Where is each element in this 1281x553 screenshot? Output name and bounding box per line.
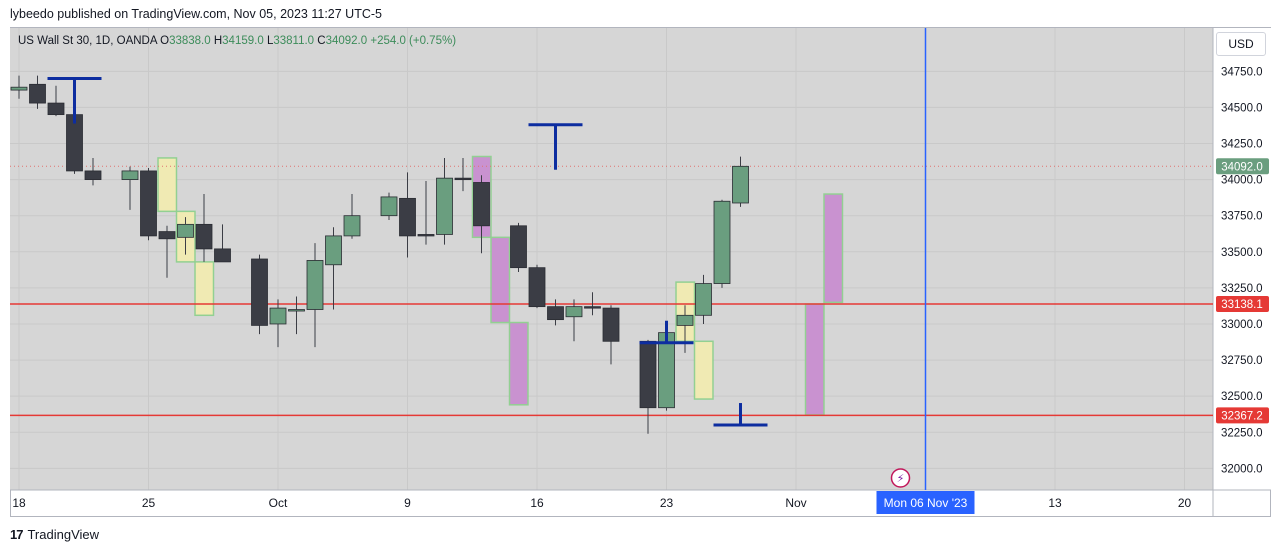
annotation-box-purple (804, 303, 825, 416)
symbol-name: US Wall St 30, 1D, OANDA (18, 35, 157, 47)
x-tick-label: 16 (530, 496, 544, 510)
candle-body (510, 225, 527, 269)
candle-body (639, 340, 657, 409)
annotation-box-yellow (194, 261, 215, 317)
annotation-box-purple (508, 321, 529, 406)
footer-brand: 17 TradingView (10, 527, 99, 542)
candle-body (602, 307, 620, 342)
candle-body (10, 86, 28, 91)
candle-body (177, 223, 194, 238)
annotation-box-purple (490, 236, 511, 324)
close-label: C (317, 35, 326, 47)
low-value: 33811.0 (273, 35, 315, 47)
candle-body (251, 258, 268, 326)
x-tick-label: Oct (269, 496, 288, 510)
high-label: H (213, 35, 223, 47)
price-tag: 32367.2 (1221, 410, 1263, 422)
annotation-box-yellow (693, 340, 714, 400)
lightning-icon: ⚡ (897, 472, 905, 485)
candle-body (47, 102, 65, 116)
y-tick-label: 34000.0 (1221, 175, 1263, 187)
y-tick-label: 32750.0 (1221, 355, 1263, 367)
candle-body (732, 165, 749, 204)
candle-body (584, 306, 601, 309)
price-tag-bg (1216, 407, 1269, 424)
open-label: O (160, 35, 170, 47)
currency-button[interactable]: USD (1216, 32, 1266, 56)
candle-body (528, 267, 546, 308)
annotation-box-purple (823, 193, 844, 304)
candle-body (121, 170, 139, 180)
plot-background (10, 28, 1213, 490)
candle-body (306, 260, 324, 310)
x-tick-label: 23 (660, 496, 674, 510)
y-tick-label: 32500.0 (1221, 391, 1263, 403)
event-icon (890, 468, 911, 488)
y-tick-label: 33250.0 (1221, 283, 1263, 295)
y-tick-label: 34250.0 (1221, 139, 1263, 151)
open-value: 33838.0 (169, 35, 211, 47)
candle-body (473, 182, 490, 227)
low-label: L (266, 35, 274, 47)
crosshair-date-bg (876, 491, 975, 514)
candle-body (695, 283, 712, 316)
candle-body (269, 307, 287, 325)
symbol-legend: US Wall St 30, 1D, OANDA O33838.0 H34159… (18, 35, 456, 47)
candle-body (195, 223, 213, 250)
y-tick-label: 34500.0 (1221, 102, 1263, 114)
y-tick-label: 34750.0 (1221, 66, 1263, 78)
y-tick-label: 33750.0 (1221, 211, 1263, 223)
y-tick-label: 32250.0 (1221, 427, 1263, 439)
x-tick-label: 9 (404, 496, 411, 510)
x-tick-label: 13 (1048, 496, 1062, 510)
candle-body (325, 235, 342, 266)
candle-body (380, 196, 398, 217)
last-price-tag-bg (1216, 158, 1269, 175)
x-tick-label: Nov (785, 496, 806, 510)
last-price-tag: 34092.0 (1221, 161, 1263, 173)
candle-body (676, 314, 694, 326)
crosshair-date-label: Mon 06 Nov '23 (884, 496, 968, 510)
candle-body (140, 170, 157, 237)
candle-body (436, 177, 453, 235)
candle-body (343, 215, 361, 237)
candle-body (713, 200, 731, 284)
price-tag-bg (1216, 296, 1269, 313)
candle-body (214, 248, 231, 263)
candle-body (547, 306, 564, 321)
tradingview-logo-icon: 17 (10, 527, 24, 542)
change-value: +254.0 (+0.75%) (370, 35, 457, 47)
brand-name: TradingView (27, 527, 100, 542)
candle-body (399, 197, 416, 237)
candle-body (417, 234, 435, 237)
annotation-box-yellow (157, 157, 178, 213)
y-tick-label: 33000.0 (1221, 319, 1263, 331)
candle-body (454, 177, 472, 181)
publish-info: lybeedo published on TradingView.com, No… (10, 7, 382, 21)
candle-body (84, 170, 102, 180)
close-value: 34092.0 (325, 35, 368, 47)
x-tick-label: 25 (142, 496, 156, 510)
x-tick-label: 18 (12, 496, 26, 510)
price-tag: 33138.1 (1221, 299, 1263, 311)
y-tick-label: 32000.0 (1221, 463, 1263, 475)
candle-body (158, 231, 176, 240)
x-tick-label: 20 (1178, 496, 1192, 510)
candle-body (288, 309, 305, 312)
high-value: 34159.0 (222, 35, 264, 47)
candle-body (565, 306, 583, 318)
y-tick-label: 33500.0 (1221, 247, 1263, 259)
candle-body (29, 83, 46, 104)
